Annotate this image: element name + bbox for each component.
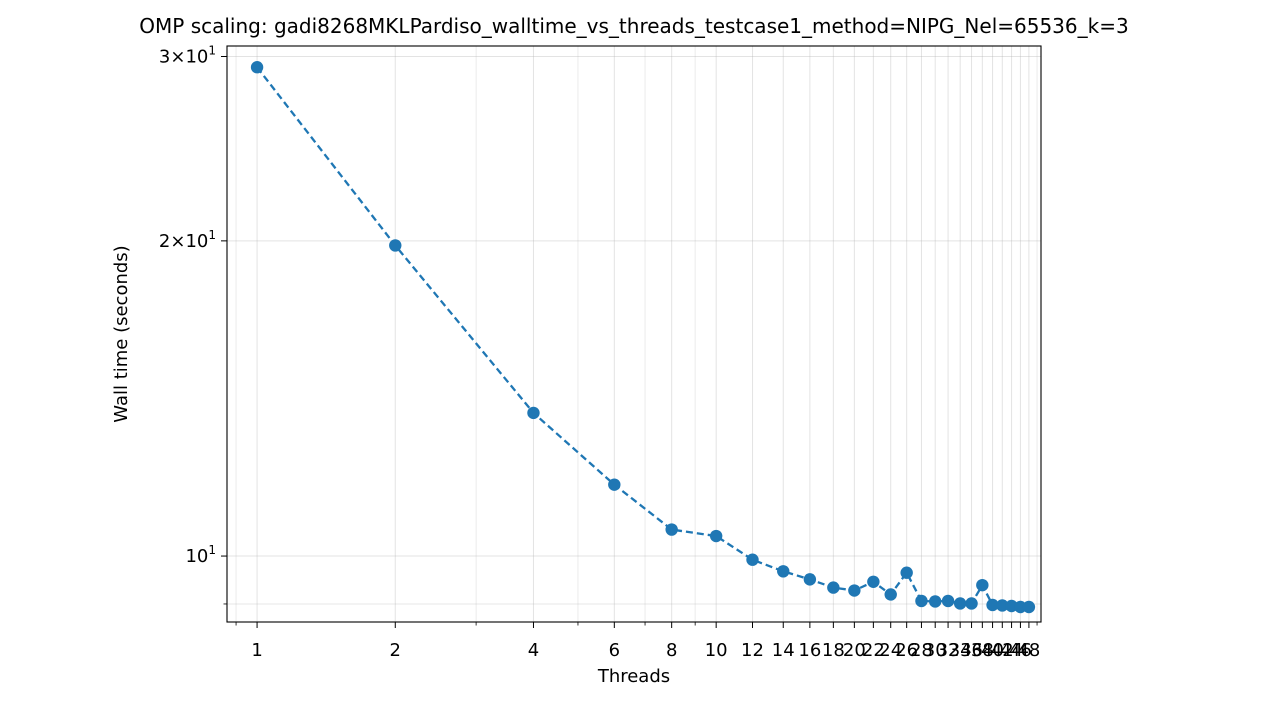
x-tick-label: 42: [991, 640, 1014, 661]
x-tick-label: 40: [981, 640, 1004, 661]
data-point: [803, 573, 817, 586]
chart-title: OMP scaling: gadi8268MKLPardiso_walltime…: [139, 14, 1128, 38]
x-tick-label: 10: [705, 640, 728, 661]
data-point: [250, 61, 264, 74]
x-tick-label: 14: [772, 640, 795, 661]
y-tick-label: 2×101: [159, 228, 216, 252]
series-layer: [250, 61, 1036, 614]
tick-layer: 1 2 4 6 8 10 12 14 16 182022242628303234363840424…: [159, 43, 1040, 661]
y-axis-label: Wall time (seconds): [111, 245, 132, 422]
x-tick-label: 48: [1017, 640, 1040, 661]
data-point: [665, 523, 678, 536]
x-tick-label: 22: [862, 640, 885, 661]
data-point: [527, 406, 540, 420]
data-point: [976, 578, 989, 592]
data-point: [608, 478, 621, 491]
x-tick-label: 26: [895, 640, 918, 661]
x-tick-label: 18: [822, 640, 845, 661]
data-point: [986, 598, 999, 612]
data-point: [389, 239, 402, 252]
x-tick-label: 1: [251, 640, 262, 661]
x-tick-label: 20: [843, 640, 866, 661]
data-point: [1022, 600, 1036, 614]
x-axis-label: Threads: [597, 666, 670, 687]
data-point: [777, 565, 790, 578]
data-point: [867, 575, 880, 588]
x-tick-label: 28: [910, 640, 933, 661]
data-point: [941, 594, 955, 608]
data-point: [965, 597, 978, 610]
data-point: [915, 594, 928, 608]
x-tick-label: 12: [741, 640, 764, 661]
data-point: [900, 566, 913, 579]
data-point: [929, 595, 942, 608]
data-point: [746, 553, 759, 566]
x-tick-label: 2: [390, 640, 401, 661]
x-tick-label: 46: [1009, 640, 1032, 661]
data-point: [827, 581, 840, 594]
x-tick-label: 34: [949, 640, 972, 661]
data-point: [1014, 600, 1027, 614]
data-point: [953, 597, 967, 610]
data-point: [709, 529, 723, 543]
data-point: [996, 599, 1009, 612]
y-tick-label: 3×101: [159, 43, 216, 67]
x-tick-label: 44: [1000, 640, 1023, 661]
x-tick-label: 8: [666, 640, 677, 661]
x-tick-label: 4: [528, 640, 539, 661]
x-tick-label: 6: [609, 640, 620, 661]
x-tick-label: 36: [960, 640, 983, 661]
plot-frame: [226, 45, 1042, 623]
x-tick-label: 32: [937, 640, 960, 661]
data-point: [848, 584, 861, 597]
x-tick-label: 24: [879, 640, 902, 661]
data-point: [884, 588, 897, 601]
x-tick-label: 30: [924, 640, 947, 661]
x-tick-label: 38: [971, 640, 994, 661]
x-tick-label: 16: [798, 640, 821, 661]
grid-layer: [227, 46, 1041, 622]
